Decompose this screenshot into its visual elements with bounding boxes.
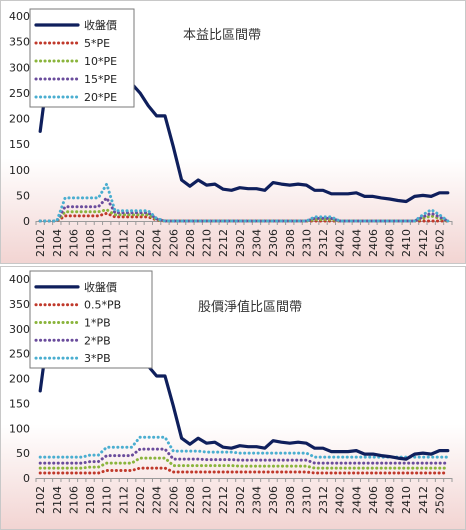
x-tick-label: 2202 [134,229,147,257]
y-tick-label: 350 [9,298,30,311]
x-tick-label: 2106 [67,486,80,514]
x-tick-label: 2110 [101,486,114,514]
x-tick-label: 2306 [267,229,280,257]
x-tick-label: 2204 [151,486,164,514]
series-line-3 [38,447,450,465]
legend-label: 15*PE [84,73,117,86]
y-tick-label: 300 [9,323,30,336]
x-tick-label: 2104 [51,229,64,257]
x-tick-label: 2308 [284,486,297,514]
legend-label: 1*PB [84,317,111,330]
legend-label: 3*PB [84,352,111,365]
pb-band-chart-panel: 股價淨值比區間帶 0 50 100 150 200 250 300 350 400 2102 210… [0,266,466,530]
series-line-3 [38,196,450,223]
y-tick-label: 400 [9,10,30,23]
pe-band-chart-panel: 本益比區間帶 0 50 100 150 200 250 300 350 400 2102 2104 2… [0,0,466,264]
legend-label: 收盤價 [84,280,117,294]
x-tick-label: 2304 [250,229,263,257]
y-tick-label: 300 [9,61,30,74]
x-tick-label: 2210 [201,229,214,257]
x-tick-label: 2204 [151,229,164,257]
y-tick-label: 200 [9,373,30,386]
x-tick-label: 2212 [217,486,230,514]
x-tick-label: 2208 [184,229,197,257]
x-tick-label: 2408 [384,486,397,514]
x-tick-label: 2110 [101,229,114,257]
x-tick-label: 2212 [217,229,230,257]
chart-title: 股價淨值比區間帶 [198,299,302,315]
y-tick-label: 250 [9,348,30,361]
x-tick-label: 2302 [234,229,247,257]
x-tick-label: 2310 [300,486,313,514]
axes: 0 50 100 150 200 250 300 350 400 2102 2104 2106 2108… [9,10,453,257]
x-tick-label: 2410 [400,229,413,257]
x-tick-label: 2402 [334,229,347,257]
series-line-4 [38,435,450,459]
y-tick-label: 0 [23,215,30,228]
x-tick-label: 2206 [167,486,180,514]
y-tick-label: 350 [9,36,30,49]
chart-title: 本益比區間帶 [183,28,261,43]
y-tick-label: 150 [9,138,30,151]
x-tick-label: 2406 [367,229,380,257]
x-tick-label: 2112 [117,229,130,257]
x-tick-label: 2210 [201,486,214,514]
x-tick-label: 2310 [300,229,313,257]
x-tick-label: 2410 [400,486,413,514]
legend-label: 5*PE [84,37,110,50]
legend-label: 收盤價 [84,18,117,32]
x-tick-label: 2206 [167,229,180,257]
y-tick-label: 100 [9,422,30,435]
legend-label: 2*PB [84,334,111,347]
x-tick-label: 2312 [317,229,330,257]
y-tick-label: 0 [23,472,30,485]
x-tick-label: 2502 [434,229,447,257]
x-tick-label: 2202 [134,486,147,514]
x-tick-label: 2102 [34,486,47,514]
x-tick-label: 2208 [184,486,197,514]
x-tick-label: 2306 [267,486,280,514]
legend-label: 0.5*PB [84,299,121,312]
y-tick-label: 50 [16,189,30,202]
x-tick-label: 2502 [434,486,447,514]
x-tick-label: 2108 [84,486,97,514]
x-tick-label: 2402 [334,486,347,514]
y-tick-label: 150 [9,397,30,410]
series-line-4 [38,182,450,223]
series-line-2 [38,456,450,470]
x-tick-label: 2102 [34,229,47,257]
y-tick-label: 250 [9,87,30,100]
x-tick-label: 2308 [284,229,297,257]
y-tick-label: 200 [9,113,30,126]
x-tick-label: 2106 [67,229,80,257]
x-tick-label: 2304 [250,486,263,514]
series-line-1 [38,466,450,475]
x-tick-label: 2412 [417,486,430,514]
x-tick-label: 2408 [384,229,397,257]
y-tick-label: 50 [16,447,30,460]
x-tick-label: 2108 [84,229,97,257]
x-tick-label: 2412 [417,229,430,257]
x-tick-label: 2112 [117,486,130,514]
x-tick-label: 2404 [350,486,363,514]
x-tick-label: 2104 [51,486,64,514]
y-tick-label: 100 [9,164,30,177]
x-tick-label: 2312 [317,486,330,514]
legend-label: 20*PE [84,91,117,104]
x-tick-label: 2302 [234,486,247,514]
legend-label: 10*PE [84,55,117,68]
x-tick-label: 2406 [367,486,380,514]
x-tick-label: 2404 [350,229,363,257]
legend: 收盤價 5*PE 10*PE 15*PE 20*PE [29,8,135,108]
pb-band-chart: 股價淨值比區間帶 0 50 100 150 200 250 300 350 400 2102 210… [0,266,466,530]
y-tick-label: 400 [9,273,30,286]
axes: 0 50 100 150 200 250 300 350 400 2102 2104 2106 2108… [9,273,453,514]
legend: 收盤價 0.5*PB 1*PB 2*PB 3*PB [29,270,153,369]
series-lines [38,55,450,223]
